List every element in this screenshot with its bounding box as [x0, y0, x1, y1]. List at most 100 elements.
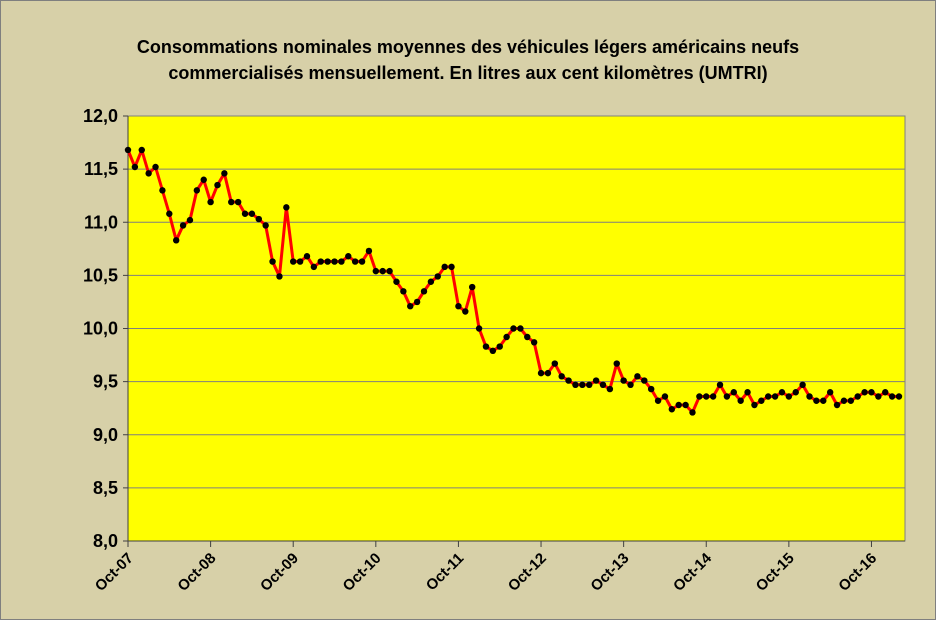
data-point	[462, 308, 469, 315]
data-point	[255, 215, 262, 223]
data-point	[572, 381, 579, 389]
data-point	[703, 393, 710, 400]
data-point	[771, 393, 779, 400]
data-point	[744, 389, 751, 396]
data-point	[620, 377, 627, 384]
data-point	[654, 397, 662, 404]
data-point	[475, 325, 483, 332]
chart-title: Consommations nominales moyennes des véh…	[0, 34, 936, 86]
y-tick-label: 10,5	[83, 265, 118, 285]
chart-title-line-1: Consommations nominales moyennes des véh…	[136, 37, 800, 57]
data-point	[826, 389, 834, 396]
data-point	[145, 170, 152, 177]
data-point	[875, 393, 882, 400]
data-point	[847, 397, 855, 404]
data-point	[482, 343, 490, 350]
x-tick-label: Oct-12	[505, 550, 550, 595]
data-point	[868, 389, 875, 396]
x-tick-label: Oct-07	[92, 550, 137, 595]
data-point	[427, 278, 435, 285]
data-point	[675, 401, 682, 409]
data-point	[400, 288, 407, 295]
data-point	[303, 253, 311, 260]
x-tick-label: Oct-11	[423, 550, 467, 594]
data-point	[565, 377, 572, 384]
data-point	[558, 373, 565, 380]
data-point	[138, 146, 145, 154]
y-tick-label: 12,0	[83, 106, 118, 126]
data-point	[269, 258, 276, 265]
data-point	[152, 163, 159, 171]
data-point	[530, 339, 538, 346]
data-point	[689, 409, 696, 416]
x-tick-label: Oct-13	[587, 550, 632, 595]
y-axis: 8,0 8,5 9,0 9,5 10,0 10,5 11,0 11,5 12,0	[83, 106, 129, 551]
data-point	[496, 343, 503, 350]
x-tick-label: Oct-14	[670, 549, 715, 594]
data-point	[131, 163, 139, 171]
data-point	[606, 385, 614, 393]
data-point	[262, 222, 269, 229]
chart-title-line-2: commercialisés mensuellement. En litres …	[168, 63, 768, 83]
data-point	[283, 204, 290, 211]
data-point	[365, 247, 373, 255]
data-point	[241, 210, 249, 217]
data-point	[468, 283, 476, 291]
data-point	[124, 146, 132, 154]
data-point	[820, 397, 827, 404]
data-point	[290, 258, 297, 265]
data-point	[551, 360, 559, 367]
data-point	[510, 325, 517, 332]
data-point	[627, 381, 634, 389]
data-point	[455, 302, 462, 310]
data-point	[310, 263, 318, 271]
data-point	[276, 273, 283, 280]
data-point	[200, 176, 207, 183]
y-tick-label: 9,0	[93, 425, 118, 445]
data-point	[716, 381, 724, 389]
data-point	[172, 237, 180, 244]
x-axis: Oct-07 Oct-08 Oct-09 Oct-10 Oct-11 Oct-12 Oct-…	[92, 540, 905, 595]
data-point	[186, 216, 194, 224]
data-point	[537, 369, 545, 377]
data-point	[682, 401, 689, 409]
data-point	[613, 360, 620, 367]
data-point	[317, 258, 324, 265]
data-point	[358, 258, 366, 265]
data-point	[413, 298, 421, 306]
data-point	[372, 267, 380, 275]
data-point	[338, 258, 345, 265]
data-point	[806, 393, 813, 400]
data-point	[840, 397, 848, 404]
data-point	[792, 389, 799, 396]
y-tick-label: 11,5	[84, 159, 118, 179]
data-point	[296, 258, 304, 265]
data-point	[331, 258, 338, 265]
data-point	[524, 333, 531, 341]
y-tick-label: 10,0	[83, 319, 118, 339]
data-point	[345, 253, 352, 260]
data-point	[882, 389, 889, 396]
x-tick-label: Oct-09	[257, 550, 302, 595]
data-point	[234, 198, 242, 206]
x-tick-label: Oct-16	[835, 550, 880, 595]
data-point	[709, 393, 717, 400]
data-point	[785, 393, 793, 400]
y-tick-label: 11,0	[84, 212, 118, 232]
series-consumption	[124, 146, 903, 416]
y-tick-label: 8,5	[93, 478, 118, 498]
data-point	[647, 385, 655, 393]
data-point	[778, 389, 786, 396]
data-point	[420, 288, 428, 295]
x-tick-label: Oct-08	[174, 550, 219, 595]
data-point	[544, 369, 552, 377]
data-point	[379, 267, 386, 275]
data-point	[641, 377, 648, 384]
data-point	[592, 377, 600, 384]
data-point	[854, 393, 861, 400]
data-point	[434, 273, 441, 280]
data-point	[351, 258, 359, 265]
data-point	[799, 381, 806, 389]
data-point	[586, 381, 593, 389]
